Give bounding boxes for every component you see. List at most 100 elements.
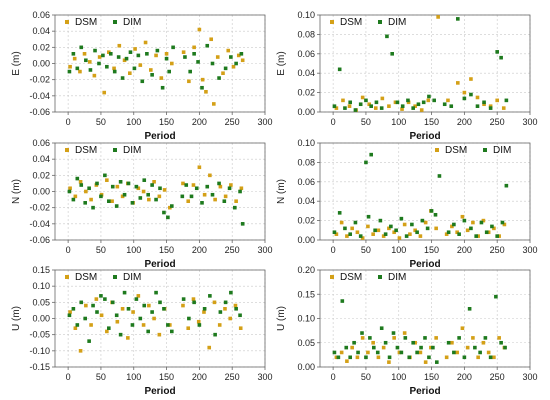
x-tick-label: 150 [159,372,174,382]
data-point-dsm [339,220,344,225]
data-point-dsm [345,359,349,363]
data-point-dsm [360,95,365,100]
legend-marker-dsm [65,148,69,152]
x-axis-label: Period [144,259,175,270]
y-tick-label: -0.04 [29,91,50,101]
data-point-dsm [152,316,156,321]
data-point-dsm [392,230,396,235]
data-point-dim [83,316,87,321]
y-tick-label: 0.04 [297,68,315,78]
data-point-dsm [446,98,450,103]
data-point-dim [389,224,393,229]
data-point-dsm [187,79,191,84]
data-point-dim [403,336,408,340]
data-point-dim [79,183,84,187]
data-point-dim [462,355,467,360]
data-point-dim [189,194,194,199]
data-point-dsm [152,180,156,184]
data-point-dim [218,310,223,314]
data-point-dsm [387,226,391,231]
data-point-dim [504,98,509,103]
y-tick-label: 0.02 [32,42,50,52]
data-point-dim [140,79,145,84]
x-tick-label: 100 [126,372,141,382]
data-point-dim [146,329,150,334]
data-point-dsm [476,234,480,238]
data-point-dim [130,323,135,327]
data-point-dim [421,100,426,105]
x-tick-label: 0 [66,117,71,127]
data-point-dim [503,345,507,350]
data-point-dim [348,100,352,105]
data-point-dim [431,345,435,350]
data-point-dsm [105,329,109,334]
data-point-dim [150,310,154,314]
data-point-dsm [196,319,201,324]
data-point-dim [425,226,430,231]
data-point-dsm [229,183,233,187]
data-point-dim [488,106,493,110]
data-point-dsm [486,230,491,235]
data-point-dim [399,216,404,221]
data-point-dsm [501,106,506,110]
x-tick-label: 50 [361,372,371,382]
data-point-dsm [233,303,238,308]
legend-marker-dsm [330,20,334,24]
data-point-dsm [82,52,87,56]
data-point-dsm [89,323,93,327]
data-point-dim [187,316,191,321]
data-point-dsm [436,15,440,19]
data-point-dsm [360,236,365,240]
data-point-dim [67,69,72,74]
data-point-dsm [334,355,339,360]
legend-label-dim: DIM [123,17,141,28]
y-axis-label: N (m) [11,179,22,204]
data-point-dim [110,184,115,189]
data-point-dim [181,297,186,301]
data-point-dim [504,183,509,188]
data-point-dsm [450,340,454,345]
data-point-dsm [204,89,208,94]
data-point-dsm [181,50,186,54]
data-point-dim [138,196,143,200]
data-point-dim [364,160,368,165]
data-point-dsm [164,52,169,56]
data-point-dsm [110,199,114,203]
data-point-dim [364,98,368,103]
data-point-dim [75,66,80,71]
data-point-dsm [141,323,146,327]
data-point-dim [91,205,95,210]
y-tick-label: 0.15 [32,265,50,275]
x-tick-label: 150 [159,117,174,127]
data-point-dsm [334,106,339,110]
plot-frame [319,14,531,113]
data-point-dim [473,345,477,350]
y-tick-label: -0.04 [29,219,50,229]
legend-label-dsm: DSM [75,272,97,283]
y-tick-label: -0.06 [29,107,50,117]
data-point-dsm [141,189,146,194]
data-point-dim [142,178,147,182]
data-point-dim [483,336,488,340]
data-point-dim [134,184,139,189]
data-point-dsm [347,104,352,108]
legend-marker-dim [378,20,382,24]
data-point-dim [457,336,461,340]
data-point-dim [166,323,170,327]
data-point-dim [136,53,141,58]
data-point-dim [332,230,337,235]
data-point-dim [449,104,454,108]
data-point-dim [208,294,212,298]
legend-label-dim: DIM [123,145,141,156]
y-tick-label: 0.15 [297,289,315,299]
data-point-dim [407,355,412,360]
y-tick-label: 0.06 [297,49,315,59]
data-point-dsm [73,326,78,330]
data-point-dsm [471,220,475,225]
data-point-dim [399,350,404,355]
data-point-dim [374,100,379,105]
data-point-dim [395,100,400,105]
data-point-dim [358,234,363,238]
data-point-dsm [481,340,486,345]
data-point-dsm [456,81,460,85]
